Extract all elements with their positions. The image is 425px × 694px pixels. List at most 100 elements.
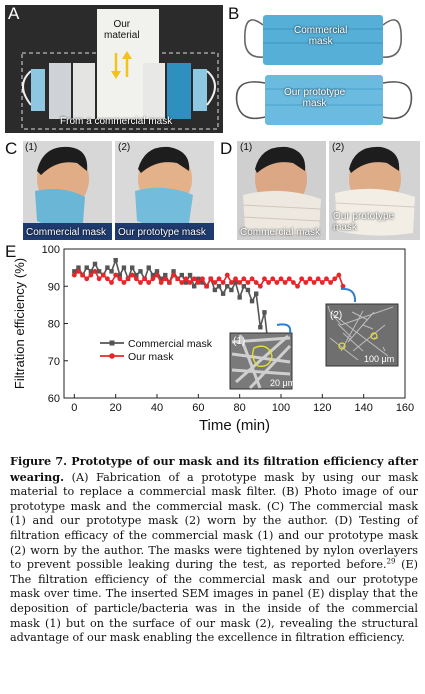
data-point-ours xyxy=(146,280,152,285)
panel-d1-sub: (1) xyxy=(240,142,253,153)
data-point-commercial xyxy=(117,272,122,278)
data-point-ours xyxy=(253,280,259,285)
data-point-ours xyxy=(204,283,210,289)
data-point-commercial xyxy=(96,269,102,274)
data-point-ours xyxy=(303,280,309,285)
panel-e-letter: E xyxy=(5,242,17,261)
data-point-commercial xyxy=(179,272,184,278)
sem-fiber xyxy=(342,332,364,352)
pointer-arrow-1 xyxy=(276,323,292,334)
sem-fiber xyxy=(231,368,291,376)
data-point-ours xyxy=(208,276,214,282)
data-point-ours xyxy=(71,272,77,278)
panel-d1-photo xyxy=(237,141,326,240)
sem-2-label: (2) xyxy=(330,310,342,321)
data-point-ours xyxy=(200,276,205,282)
data-point-ours xyxy=(266,280,271,285)
data-point-ours xyxy=(113,272,119,278)
panel-c1-sub: (1) xyxy=(25,142,38,153)
data-point-ours xyxy=(162,276,168,282)
data-point-commercial xyxy=(212,287,218,293)
data-point-ours xyxy=(121,280,127,285)
data-point-commercial xyxy=(88,269,94,274)
data-point-ours xyxy=(92,268,98,274)
data-point-commercial xyxy=(92,261,98,267)
data-point-commercial xyxy=(233,280,238,285)
sem-fiber xyxy=(327,305,331,313)
sem-fiber xyxy=(340,306,394,326)
data-point-ours xyxy=(237,280,243,285)
data-point-commercial xyxy=(254,291,259,296)
panel-c2-label: Our prototype mask xyxy=(118,227,206,238)
data-point-ours xyxy=(257,283,263,289)
data-point-ours xyxy=(241,276,247,282)
x-tick-label: 120 xyxy=(313,402,331,414)
panel-d2-photo xyxy=(329,141,420,240)
panel-b-illustration xyxy=(235,15,413,125)
pointer-arrow-2 xyxy=(340,287,357,303)
data-point-ours xyxy=(150,276,156,282)
data-point-commercial xyxy=(237,295,242,300)
data-point-commercial xyxy=(150,272,156,278)
commercial-mask-label: Commercial mask xyxy=(294,25,348,47)
y-axis-label: Filtration efficiency (%) xyxy=(12,258,27,389)
data-point-ours xyxy=(80,272,85,278)
legend-marker-1 xyxy=(109,340,115,346)
data-point-commercial xyxy=(158,276,164,281)
x-tick-label: 100 xyxy=(272,402,290,414)
data-point-ours xyxy=(319,280,325,285)
data-point-ours xyxy=(340,283,346,289)
data-point-ours xyxy=(158,280,164,285)
data-point-commercial xyxy=(130,265,135,270)
data-point-ours xyxy=(125,276,131,282)
data-point-ours xyxy=(291,280,296,285)
panel-a-illustration xyxy=(21,9,219,130)
data-point-commercial xyxy=(258,325,263,330)
data-point-ours xyxy=(245,280,251,285)
data-point-commercial xyxy=(262,310,267,315)
y-tick-label: 80 xyxy=(48,319,60,331)
data-point-commercial xyxy=(72,269,77,274)
sem-fiber xyxy=(332,314,342,326)
prototype-mask-label: Our prototype mask xyxy=(284,87,346,109)
sem-1-scale: 20 μm xyxy=(270,378,295,388)
panel-c1-label: Commercial mask xyxy=(26,227,107,238)
data-point-ours xyxy=(328,280,333,285)
data-point-ours xyxy=(270,276,276,282)
caption-body-a: (A) Fabrication of a prototype mask by u… xyxy=(10,470,418,572)
data-point-ours xyxy=(105,276,110,282)
data-point-commercial xyxy=(84,265,89,270)
data-point-commercial xyxy=(134,272,139,278)
data-point-ours xyxy=(183,276,189,282)
sem-fiber xyxy=(329,311,389,357)
panel-c1-photo xyxy=(23,141,112,240)
caption-title: Figure 7. Prototype of our mask and its … xyxy=(10,454,418,484)
data-point-ours xyxy=(117,276,123,282)
x-tick-label: 160 xyxy=(396,402,414,414)
sem-highlight-2 xyxy=(370,332,378,340)
data-point-ours xyxy=(88,272,94,278)
panel-a-photo xyxy=(5,5,223,133)
data-point-ours xyxy=(100,272,106,278)
data-point-ours xyxy=(175,276,181,282)
data-point-commercial xyxy=(192,284,197,289)
sem-fiber xyxy=(382,346,386,352)
data-point-ours xyxy=(138,280,143,285)
caption-reference: 29 xyxy=(386,557,396,566)
y-tick-label: 60 xyxy=(48,393,60,405)
sem-fiber xyxy=(352,324,386,352)
panel-d2-label: Our prototype mask xyxy=(333,211,395,233)
data-point-commercial xyxy=(109,269,114,274)
panel-a-letter: A xyxy=(8,4,20,23)
data-point-ours xyxy=(282,280,288,285)
sem-fiber xyxy=(347,311,375,343)
sem-fiber xyxy=(235,334,289,384)
data-point-commercial xyxy=(183,280,189,285)
data-point-commercial xyxy=(154,269,160,274)
sem-2-scale: 100 μm xyxy=(364,354,394,364)
data-point-commercial xyxy=(163,272,168,278)
sem-1-label: (1) xyxy=(233,336,245,347)
data-point-ours xyxy=(278,276,284,282)
x-tick-label: 20 xyxy=(110,402,122,414)
data-point-ours xyxy=(332,276,338,282)
